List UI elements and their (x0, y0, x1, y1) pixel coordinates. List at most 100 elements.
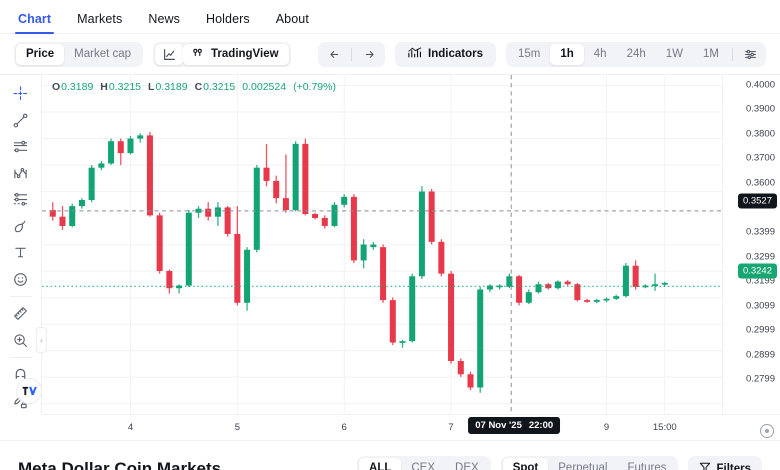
tradingview-label: TradingView (211, 48, 279, 60)
crosshair-tool-icon[interactable] (6, 81, 36, 107)
indicators-button[interactable]: Indicators (397, 44, 494, 65)
tradingview-glyph-icon (193, 48, 206, 60)
indicators-label: Indicators (428, 48, 483, 60)
candles-svg (42, 75, 722, 414)
timeframe-group: 15m 1h 4h 24h 1W 1M (505, 41, 766, 67)
filters-button[interactable]: Filters (688, 456, 762, 470)
legend-open-key: O (52, 81, 61, 93)
timeframe-4h[interactable]: 4h (593, 47, 607, 60)
indicators-group: Indicators (395, 41, 496, 67)
horizontal-lines-tool-icon[interactable] (6, 134, 36, 160)
timeframe-1h[interactable]: 1h (550, 43, 584, 65)
line-chart-icon[interactable] (155, 43, 184, 65)
legend-low: L0.3189 (148, 81, 188, 93)
legend-high: H0.3215 (100, 81, 141, 93)
text-tool-icon[interactable] (6, 240, 36, 266)
price-tick-label: 0.2999 (745, 324, 775, 336)
venue-tab-cex[interactable]: CEX (411, 462, 436, 470)
markets-bar: Meta Dollar Coin Markets ALL CEX DEX Spo… (0, 440, 780, 470)
fib-retracement-tool-icon[interactable] (6, 187, 36, 213)
market-tab-spot[interactable]: Spot (502, 458, 549, 470)
price-mode-toggle: Price Market cap (14, 41, 144, 67)
crosshair-time: 22:00 (528, 420, 554, 431)
price-tick-label: 0.3099 (745, 300, 775, 312)
legend-close-value: 0.3215 (203, 81, 236, 93)
venue-filter-tabs: ALL CEX DEX (357, 456, 491, 470)
legend-change-abs: 0.002524 (242, 81, 287, 93)
market-tab-futures[interactable]: Futures (627, 462, 667, 470)
nav-item-holders[interactable]: Holders (205, 12, 250, 26)
toolbar-divider (351, 47, 353, 61)
nav-item-markets[interactable]: Markets (77, 12, 123, 26)
measure-tool-icon[interactable] (6, 301, 36, 327)
time-tick-label: 7 (448, 422, 454, 433)
legend-close: C0.3215 (195, 81, 236, 93)
venue-tab-all[interactable]: ALL (359, 458, 402, 470)
market-cap-mode-button[interactable]: Market cap (74, 47, 132, 60)
arrow-right-icon[interactable] (355, 44, 383, 65)
timeframe-24h[interactable]: 24h (626, 47, 646, 60)
price-tick-label: 0.3399 (745, 226, 775, 238)
emoji-tool-icon[interactable] (6, 267, 36, 293)
tradingview-logo[interactable] (16, 378, 42, 404)
time-axis[interactable]: 4 5 6 7 9 15:00 07 Nov '25 22:00 (42, 414, 780, 440)
funnel-icon (699, 461, 711, 470)
venue-tab-dex[interactable]: DEX (455, 462, 479, 470)
reset-chart-icon[interactable] (760, 424, 774, 438)
legend-open: O0.3189 (52, 81, 93, 93)
toolbar-collapse-handle[interactable]: ‹ (36, 327, 47, 353)
price-tick-label: 0.3800 (745, 128, 775, 140)
price-tick-label: 0.3299 (745, 251, 775, 263)
price-tick-label: 0.4000 (745, 79, 775, 91)
brush-tool-icon[interactable] (6, 214, 36, 240)
history-nav-group (318, 41, 386, 67)
pitchfork-tool-icon[interactable] (6, 161, 36, 187)
filters-label: Filters (716, 462, 751, 470)
legend-change-pct: (+0.79%) (293, 81, 336, 93)
timeframe-1w[interactable]: 1W (665, 47, 684, 60)
time-tick-label: 9 (603, 422, 610, 433)
magnet-tool-icon[interactable] (6, 362, 36, 388)
nav-item-news[interactable]: News (148, 12, 180, 26)
price-tick-label: 0.3700 (745, 152, 775, 164)
time-tick-label: 6 (341, 422, 347, 433)
candlestick-plot[interactable]: O0.3189 H0.3215 L0.3189 C0.3215 0.002524… (42, 75, 722, 414)
chart-area: ‹ O0.3189 H0.3215 L0.3189 C0.3215 0.0025… (0, 74, 780, 438)
timeframe-15m[interactable]: 15m (517, 47, 541, 60)
price-axis[interactable]: 0.4000 0.3900 0.3800 0.3700 0.3600 0.3399 0.32… (722, 75, 780, 438)
legend-high-key: H (100, 81, 108, 93)
top-navigation: Chart Markets News Holders About (0, 0, 780, 34)
timeframe-divider (732, 47, 733, 61)
chart-source-group: TradingView (153, 41, 291, 67)
nav-item-chart[interactable]: Chart (14, 12, 55, 34)
market-tab-perpetual[interactable]: Perpetual (558, 462, 608, 470)
indicators-icon (408, 47, 422, 61)
zoom-in-tool-icon[interactable] (6, 328, 36, 354)
legend-open-value: 0.3189 (61, 81, 94, 93)
chart-toolbar: Price Market cap TradingView (0, 34, 780, 74)
price-tick-label: 0.3900 (745, 103, 775, 115)
toolbar-divider (9, 296, 32, 298)
last-price-badge: 0.3242 (737, 263, 777, 279)
time-tick-label: 5 (234, 422, 240, 433)
price-mode-button[interactable]: Price (16, 43, 65, 65)
nav-item-about[interactable]: About (275, 12, 309, 26)
time-tick-label: 4 (127, 422, 134, 433)
price-tick-label: 0.3199 (745, 275, 775, 287)
trend-line-tool-icon[interactable] (6, 108, 36, 134)
sliders-icon[interactable] (736, 44, 764, 65)
legend-high-value: 0.3215 (108, 81, 142, 93)
crosshair-time-badge: 07 Nov '25 22:00 (468, 417, 561, 434)
toolbar-divider (9, 357, 32, 359)
crosshair-price-badge: 0.3527 (737, 193, 777, 209)
arrow-left-icon[interactable] (320, 44, 348, 65)
page-title: Meta Dollar Coin Markets (18, 458, 222, 470)
legend-low-value: 0.3189 (155, 81, 188, 93)
market-type-tabs: Spot Perpetual Futures (500, 456, 679, 470)
price-tick-label: 0.3600 (745, 177, 775, 189)
price-tick-label: 0.2799 (745, 373, 775, 385)
crosshair-date: 07 Nov '25 (475, 420, 522, 431)
timeframe-1m[interactable]: 1M (703, 47, 719, 60)
legend-close-key: C (194, 81, 203, 93)
tradingview-button[interactable]: TradingView (183, 43, 289, 65)
